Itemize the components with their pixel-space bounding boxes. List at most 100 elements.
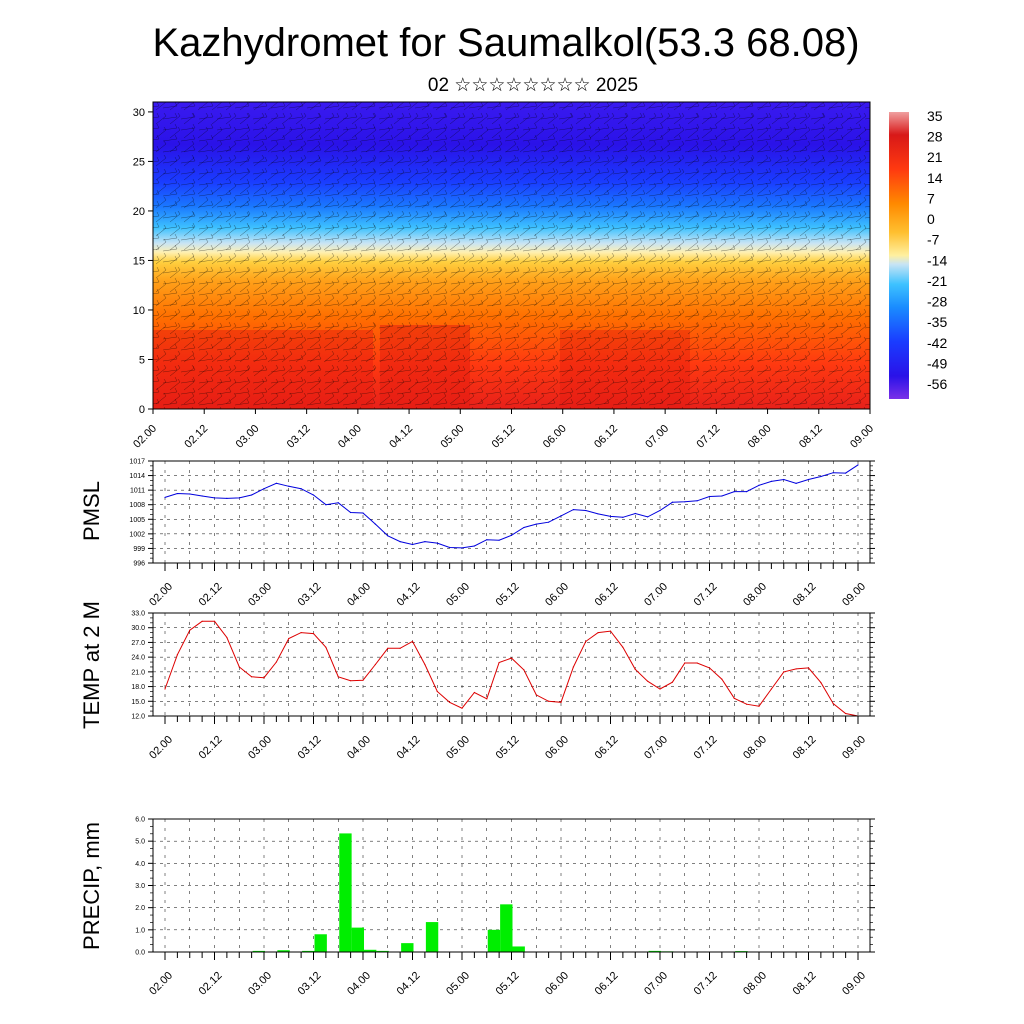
- heatmap-x-tick-label: 05.12: [490, 423, 518, 451]
- colorbar-label: -56: [927, 376, 947, 392]
- colorbar-label: -7: [927, 232, 940, 248]
- y-tick-label: 33.0: [131, 611, 145, 618]
- temp-point: [572, 666, 574, 668]
- pmsl-point: [609, 515, 612, 517]
- temp-frame: [152, 612, 871, 717]
- colorbar-label: 7: [927, 190, 935, 206]
- temp-point: [684, 662, 686, 664]
- x-tick-label: 09.00: [840, 581, 868, 609]
- heatmap-y-tick-label: 10: [133, 305, 145, 317]
- x-tick-label: 02.12: [197, 970, 225, 998]
- pmsl-point: [684, 501, 686, 503]
- x-tick-label: 07.00: [642, 734, 670, 762]
- x-tick-label: 07.12: [692, 581, 720, 609]
- pmsl-point: [449, 546, 451, 549]
- temp-point: [449, 701, 451, 703]
- pmsl-point: [263, 488, 265, 490]
- temp-point: [548, 700, 550, 702]
- x-tick-label: 08.00: [741, 734, 769, 762]
- x-tick-label: 06.00: [543, 734, 571, 762]
- pmsl-point: [746, 491, 748, 493]
- temp-point: [820, 682, 822, 684]
- temp-point: [585, 640, 587, 643]
- pmsl-point: [387, 535, 389, 537]
- colorbar-label: -42: [927, 335, 947, 351]
- temp-point: [251, 676, 253, 678]
- heatmap-x-tick-label: 04.00: [336, 423, 364, 451]
- pmsl-point: [572, 508, 574, 511]
- temp-point: [597, 632, 599, 634]
- y-tick-label: 4.0: [135, 861, 145, 868]
- y-tick-label: 1.0: [135, 927, 145, 934]
- pmsl-point: [770, 480, 772, 482]
- x-tick-label: 09.00: [840, 970, 868, 998]
- temp-point: [609, 630, 612, 632]
- pmsl-point: [325, 504, 327, 506]
- x-tick-label: 07.12: [692, 970, 720, 998]
- x-tick-label: 02.00: [147, 734, 175, 762]
- heatmap-x-tick-label: 08.12: [797, 423, 825, 451]
- precip-panel: PRECIP, mm 6.0 5.0 4.0 3.0 2.0 1.0 0.0 02.00 02.…: [79, 817, 875, 998]
- temp-point: [523, 669, 525, 671]
- pmsl-point: [288, 485, 290, 487]
- colorbar-labels: 35 28 21 14 7 0 -7 -14 -21 -28 -35 -42 -49 -56: [927, 108, 947, 392]
- temp-point: [288, 637, 290, 640]
- pmsl-point: [647, 516, 649, 518]
- heatmap-x-tick-label: 03.00: [234, 423, 262, 451]
- pmsl-point: [300, 488, 302, 490]
- x-tick-label: 05.00: [444, 734, 472, 762]
- temp-point: [300, 632, 302, 634]
- x-tick-label: 08.12: [791, 970, 819, 998]
- heatmap-x-tick-label: 02.12: [182, 423, 210, 451]
- x-tick-label: 03.00: [246, 970, 274, 998]
- x-tick-label: 05.12: [494, 970, 522, 998]
- pmsl-point: [597, 513, 599, 515]
- temp-point: [362, 679, 364, 681]
- y-tick-label: 6.0: [135, 817, 145, 824]
- colorbar-label: -28: [927, 294, 947, 310]
- x-tick-label: 07.00: [642, 970, 670, 998]
- pmsl-point: [634, 512, 636, 515]
- colorbar-label: -21: [927, 273, 947, 289]
- x-tick-label: 09.00: [840, 734, 868, 762]
- x-tick-label: 05.00: [444, 581, 472, 609]
- x-tick-label: 06.12: [593, 581, 621, 609]
- temp-point: [634, 668, 636, 671]
- pmsl-frame: [152, 460, 871, 564]
- heatmap-x-tick-label: 09.00: [848, 423, 876, 451]
- colorbar: 35 28 21 14 7 0 -7 -14 -21 -28 -35 -42 -49 -56: [889, 108, 947, 399]
- heatmap-y-tick-label: 30: [133, 107, 145, 119]
- precip-bar: [277, 950, 290, 952]
- temp-point: [498, 661, 500, 664]
- x-tick-label: 05.12: [494, 581, 522, 609]
- heatmap-x-tick-label: 03.12: [285, 423, 313, 451]
- pmsl-point: [560, 515, 562, 517]
- x-tick-label: 06.00: [543, 581, 571, 609]
- pmsl-point: [337, 502, 339, 504]
- temp-point: [238, 666, 240, 668]
- pmsl-point: [189, 493, 191, 495]
- x-tick-label: 03.12: [296, 970, 324, 998]
- temp-point: [746, 703, 748, 705]
- temp-point: [337, 676, 339, 678]
- precip-bar: [376, 950, 389, 952]
- y-tick-label: 24.0: [131, 655, 145, 662]
- y-tick-label: 21.0: [131, 669, 145, 676]
- pmsl-point: [275, 482, 277, 484]
- heatmap-y-tick-label: 15: [133, 255, 145, 267]
- heatmap-y-tick-label: 5: [139, 354, 145, 366]
- chart-subtitle: 02 ☆☆☆☆☆☆☆☆ 2025: [428, 75, 638, 96]
- temp-point: [201, 620, 203, 622]
- pmsl-point: [708, 495, 711, 498]
- x-tick-label: 02.12: [197, 734, 225, 762]
- temp-point: [411, 640, 414, 643]
- pmsl-point: [857, 464, 859, 466]
- y-tick-label: 3.0: [135, 883, 145, 890]
- temp-point: [189, 629, 191, 631]
- precip-bar: [512, 946, 525, 952]
- y-tick-label: 2.0: [135, 905, 145, 912]
- x-tick-label: 02.12: [197, 581, 225, 609]
- pmsl-point: [164, 496, 166, 499]
- colorbar-label: -49: [927, 355, 947, 371]
- pmsl-point: [510, 534, 513, 536]
